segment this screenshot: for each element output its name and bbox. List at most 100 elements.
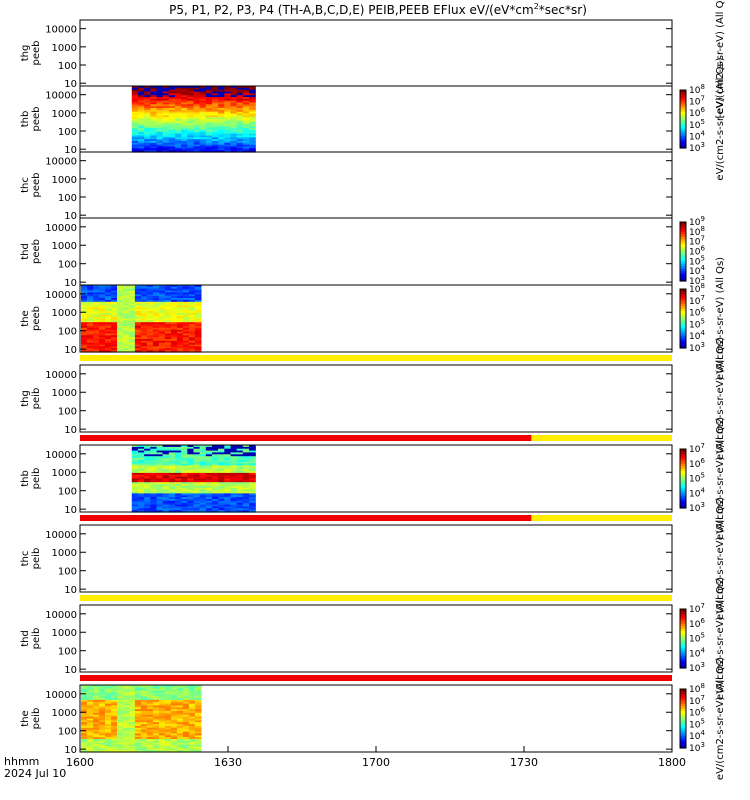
- data-cell: [158, 698, 166, 701]
- data-cell: [87, 739, 94, 742]
- data-cell: [117, 325, 124, 329]
- data-cell: [176, 296, 184, 299]
- data-cell: [111, 744, 118, 748]
- data-cell: [162, 463, 170, 467]
- data-cell: [134, 685, 142, 688]
- data-cell: [170, 735, 178, 738]
- data-cell: [99, 729, 106, 733]
- panel-ylabel: thbpeeb: [20, 107, 42, 132]
- data-cell: [168, 91, 176, 94]
- data-cell: [99, 325, 106, 329]
- colorbar-step: [680, 735, 686, 739]
- data-cell: [194, 699, 202, 703]
- data-cell: [236, 144, 244, 148]
- data-cell: [162, 115, 170, 118]
- colorbar-step: [680, 626, 686, 630]
- data-cell: [188, 331, 196, 334]
- data-cell: [205, 122, 213, 126]
- data-cell: [93, 348, 100, 351]
- data-cell: [131, 142, 139, 146]
- data-cell: [138, 102, 145, 105]
- data-cell: [117, 305, 124, 308]
- ylabel-probe: thd: [20, 243, 31, 260]
- data-cell: [205, 139, 213, 142]
- data-cell: [242, 456, 250, 459]
- data-cell: [150, 122, 158, 126]
- data-cell: [181, 446, 188, 450]
- data-cell: [236, 487, 244, 491]
- data-cell: [205, 446, 213, 450]
- data-cell: [230, 98, 238, 102]
- data-cell: [128, 692, 136, 695]
- data-cell: [138, 87, 145, 91]
- colorbar-step: [680, 323, 686, 327]
- data-cell: [81, 298, 88, 301]
- data-cell: [164, 322, 172, 325]
- data-cell: [152, 299, 160, 303]
- data-cell: [175, 119, 182, 122]
- data-cell: [140, 739, 148, 742]
- colorbar-step: [680, 90, 686, 93]
- data-cell: [187, 491, 195, 494]
- data-cell: [144, 461, 151, 465]
- data-cell: [128, 292, 136, 295]
- data-cell: [249, 446, 256, 450]
- colorbar-step: [680, 123, 686, 127]
- data-cell: [105, 718, 112, 721]
- data-cell: [93, 329, 100, 333]
- data-cell: [146, 342, 154, 346]
- data-cell: [187, 111, 195, 115]
- data-cell: [193, 508, 201, 511]
- data-cell: [131, 128, 139, 131]
- data-cell: [224, 120, 232, 124]
- ylabel-product: peib: [31, 388, 42, 410]
- data-cell: [144, 141, 151, 144]
- data-cell: [170, 748, 178, 751]
- data-cell: [144, 489, 151, 493]
- data-cell: [150, 126, 158, 129]
- data-cell: [170, 342, 178, 346]
- data-cell: [175, 474, 182, 478]
- data-cell: [242, 471, 250, 474]
- data-cell: [170, 740, 178, 744]
- data-cell: [146, 286, 154, 290]
- data-cell: [105, 698, 112, 701]
- data-cell: [138, 133, 145, 137]
- data-cell: [170, 333, 178, 336]
- data-cell: [150, 89, 158, 93]
- data-cell: [134, 711, 142, 714]
- data-cell: [138, 104, 145, 107]
- data-cell: [194, 692, 202, 695]
- data-cell: [224, 510, 232, 513]
- data-cell: [81, 705, 88, 708]
- data-cell: [181, 459, 188, 463]
- data-cell: [242, 472, 250, 476]
- data-cell: [138, 493, 145, 496]
- ylabel-probe: thg: [20, 390, 31, 407]
- tick-base: 10: [689, 445, 701, 455]
- data-cell: [188, 333, 196, 336]
- data-cell: [122, 735, 130, 738]
- data-cell: [87, 714, 94, 718]
- data-cell: [144, 458, 151, 461]
- data-cell: [181, 499, 188, 502]
- data-cell: [117, 696, 124, 699]
- data-cell: [146, 331, 154, 334]
- data-cell: [193, 445, 201, 448]
- data-cell: [105, 703, 112, 707]
- data-cell: [224, 137, 232, 140]
- data-cell: [175, 458, 182, 461]
- data-cell: [111, 748, 118, 751]
- data-cell: [111, 694, 118, 697]
- colorbar-tick-label: 106: [689, 706, 705, 719]
- data-cell: [230, 487, 238, 491]
- data-cell: [224, 469, 232, 472]
- y-tick-label: 100: [58, 487, 77, 498]
- data-cell: [122, 707, 130, 710]
- data-cell: [131, 500, 139, 504]
- data-cell: [236, 446, 244, 450]
- data-cell: [87, 327, 94, 331]
- data-cell: [93, 703, 100, 707]
